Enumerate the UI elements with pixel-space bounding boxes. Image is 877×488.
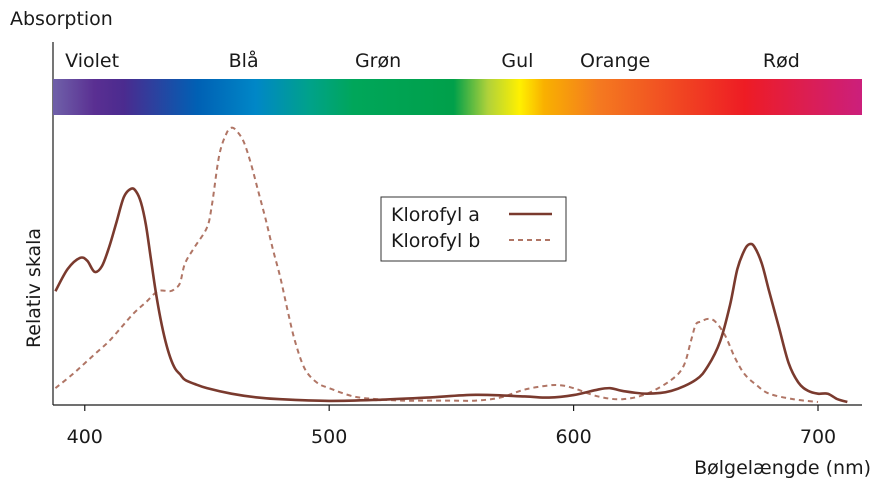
legend: Klorofyl a Klorofyl b: [380, 196, 567, 262]
x-tick-label-600: 600: [555, 426, 591, 448]
spectrum-label-orange: Orange: [580, 50, 650, 72]
y-axis-label: Relativ skala: [23, 228, 45, 348]
legend-box: [380, 196, 567, 262]
series-line-klorofyl-a: [54, 187, 848, 404]
x-axis-label: Bølgelængde (nm): [694, 457, 871, 479]
x-tick-label-500: 500: [311, 426, 347, 448]
legend-label-klorofyl-a: Klorofyl a: [391, 204, 480, 226]
spectrum-label-violet: Violet: [65, 50, 119, 72]
x-tick-label-700: 700: [800, 426, 836, 448]
series-line-klorofyl-b: [54, 126, 819, 403]
spectrum-label-gul: Gul: [501, 50, 533, 72]
legend-label-klorofyl-b: Klorofyl b: [391, 230, 480, 252]
spectrum-label-bl: Blå: [229, 49, 259, 72]
spectrum-label-r-d: Rød: [763, 50, 800, 72]
spectrum-band: [53, 79, 862, 115]
x-tick-label-400: 400: [67, 426, 103, 448]
y-axis-title: Absorption: [10, 8, 113, 30]
spectrum-label-gr-n: Grøn: [355, 50, 401, 72]
